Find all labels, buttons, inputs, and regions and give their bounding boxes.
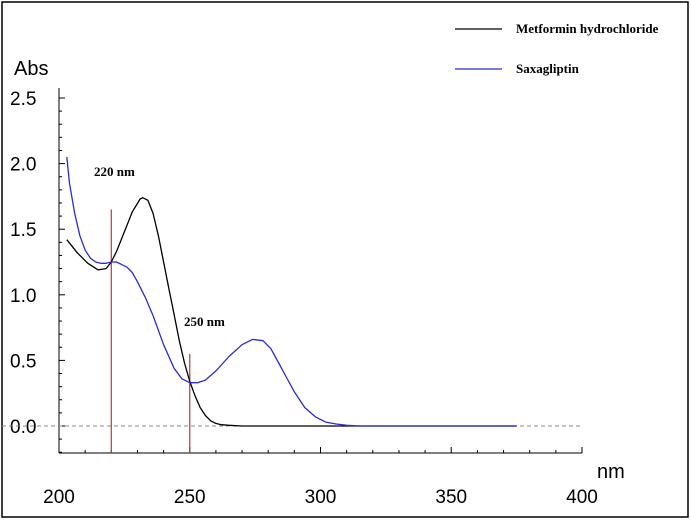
legend-label-metformin: Metformin hydrochloride	[516, 21, 659, 36]
marker-group	[110, 209, 191, 453]
y-tick-label: 0.5	[10, 351, 36, 372]
x-tick-label: 200	[43, 487, 75, 508]
legend: Metformin hydrochloride Saxagliptin	[455, 21, 659, 76]
x-tick-label: 250	[174, 487, 206, 508]
x-axis-label: nm	[597, 461, 625, 483]
annotation-250nm: 250 nm	[184, 314, 225, 329]
y-axis-label: Abs	[14, 58, 48, 80]
legend-label-saxagliptin: Saxagliptin	[516, 61, 580, 76]
x-tick-label: 300	[305, 487, 337, 508]
series-group	[66, 156, 517, 427]
y-tick-label: 2.5	[10, 89, 36, 110]
axes	[58, 88, 582, 454]
annotation-220nm: 220 nm	[94, 164, 135, 179]
x-tick-label: 350	[435, 487, 467, 508]
y-tick-label: 0.0	[10, 417, 36, 438]
y-tick-label: 2.0	[10, 155, 36, 176]
series-line-saxagliptin	[66, 156, 517, 427]
y-tick-label: 1.5	[10, 220, 36, 241]
x-tick-label: 400	[566, 487, 598, 508]
series-line-metformin	[66, 197, 517, 427]
y-tick-label: 1.0	[10, 286, 36, 307]
tick-group: 200 250 300 350 400 0.0 0.5 1.0 1.5 2.0 2.5	[10, 89, 598, 508]
